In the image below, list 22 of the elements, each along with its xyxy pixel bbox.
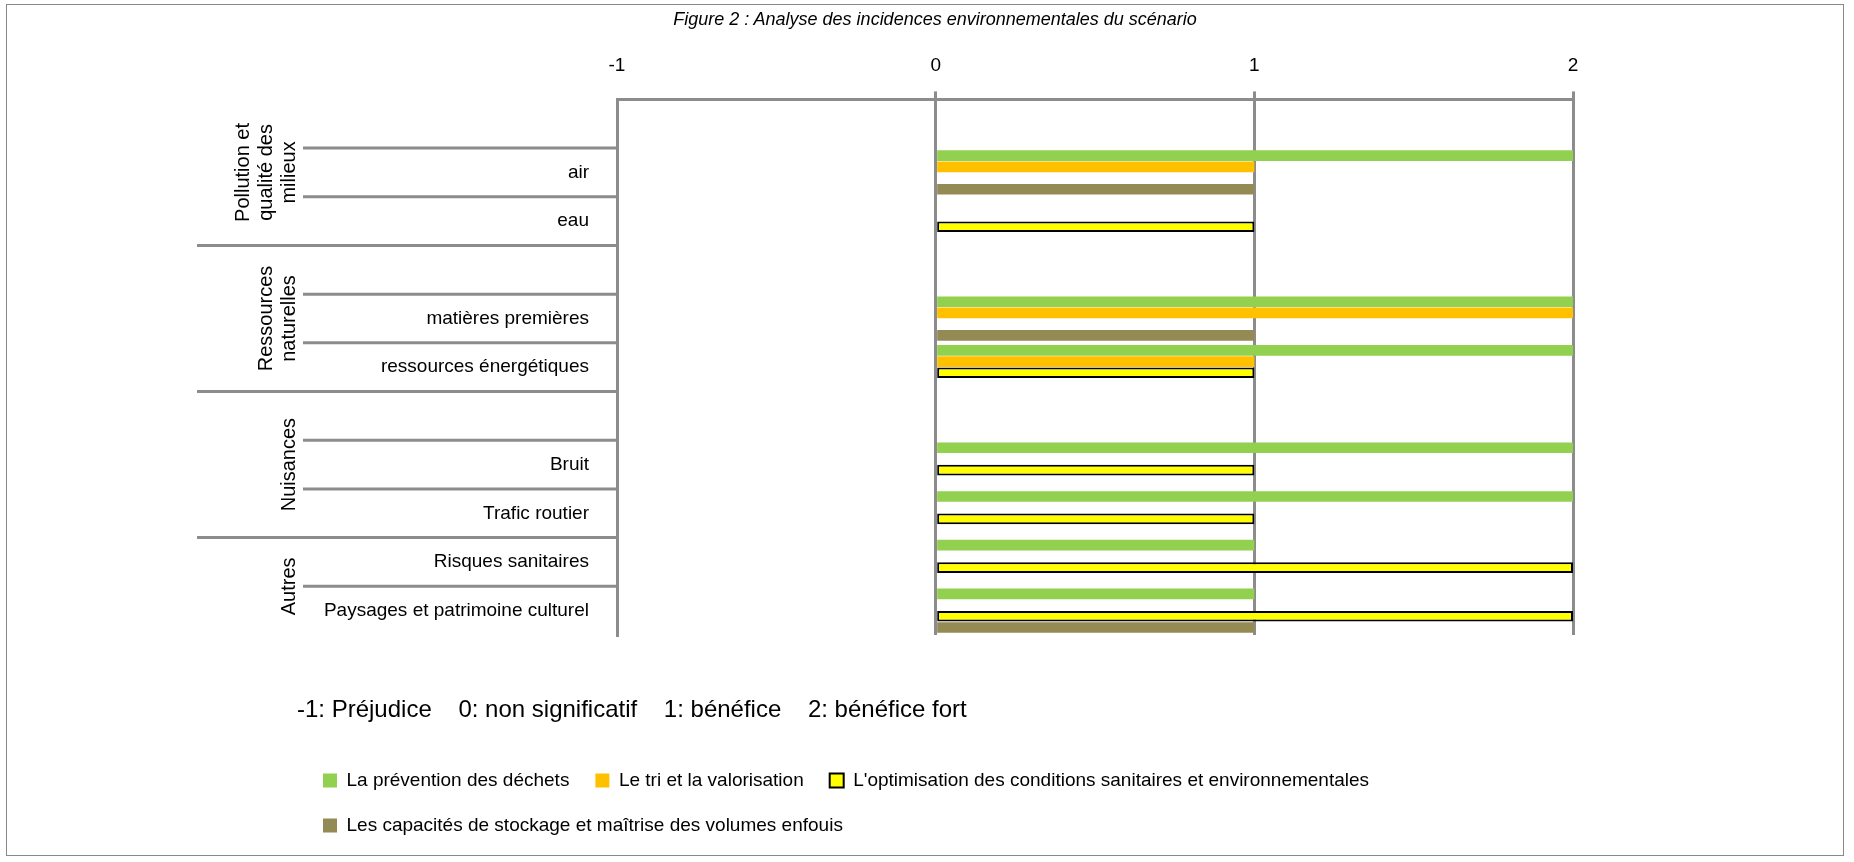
text: -1: Préjudice 0: non significatif 1: bénéfice 2: bénéfice fort <box>297 694 968 722</box>
y-tick-label: air <box>567 160 590 182</box>
text: Pollution et qualité des milieux <box>230 122 299 222</box>
chart-title: Figure 2 : Analyse des incidences environnementales du scénario <box>673 8 1197 29</box>
y-tick-label: Bruit <box>549 452 590 474</box>
text: Autres <box>276 557 299 616</box>
y-tick-label: Trafic routier <box>483 501 590 523</box>
y-tick-label: ressources énergétiques <box>380 355 589 377</box>
legend-label: Le tri et la valorisation <box>618 768 804 790</box>
x-tick-label: 0 <box>930 54 941 76</box>
y-tick-label: eau <box>557 209 589 231</box>
y-tick-label: matières premières <box>426 306 589 328</box>
legend-label: La prévention des déchets <box>346 768 570 790</box>
legend-label: L'optimisation des conditions sanitaires et environnementales <box>853 768 1370 790</box>
x-tick-label: 2 <box>1567 54 1579 76</box>
x-tick-label: 1 <box>1249 54 1260 76</box>
text: Ressources naturelles <box>253 265 299 372</box>
y-tick-label: Paysages et patrimoine culturel <box>323 598 589 620</box>
x-tick-label: -1 <box>608 54 626 76</box>
legend-label: Les capacités de stockage et maîtrise des volumes enfouis <box>346 813 843 835</box>
y-tick-label: Risques sanitaires <box>433 550 589 572</box>
text: Nuisances <box>276 417 299 512</box>
